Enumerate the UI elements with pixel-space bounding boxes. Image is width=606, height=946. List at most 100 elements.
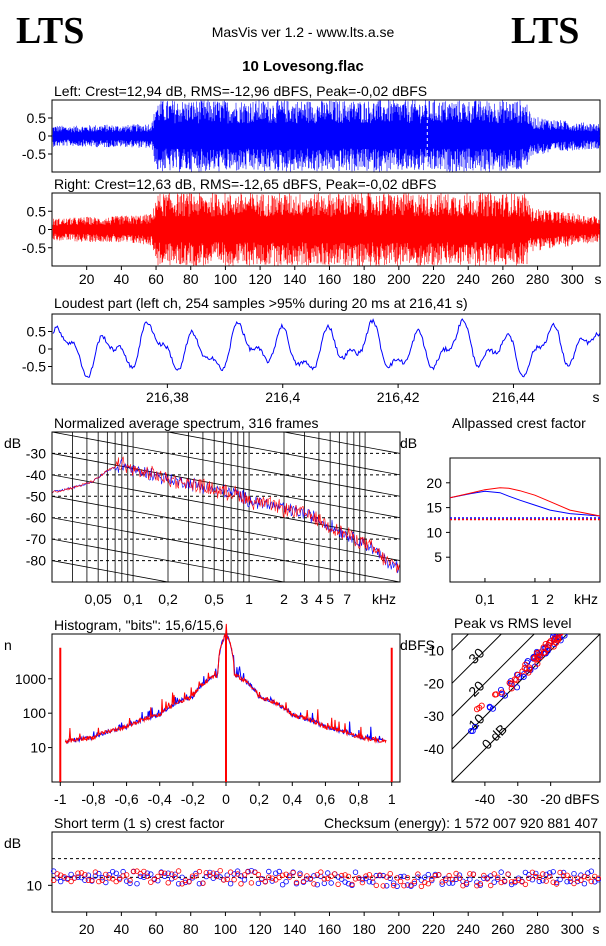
peak-rms-point-right [546, 639, 553, 646]
short-term-point-right [51, 877, 57, 883]
short-term-point-right [498, 879, 504, 886]
short-term-point-right [505, 871, 511, 877]
short-term-point-right [411, 878, 418, 885]
waveform-right-ytick-label: 0.5 [27, 203, 47, 219]
short-term-point-left [557, 876, 563, 883]
short-term-point-right [144, 873, 151, 879]
short-term-point-right [543, 878, 549, 884]
short-term-point-left [533, 870, 539, 877]
short-term-point-right [564, 872, 570, 878]
short-term-point-right [588, 878, 594, 885]
loudest-part-frame [51, 313, 601, 385]
short-term-point-right [394, 875, 400, 881]
short-term-point-right [186, 879, 192, 885]
loudest-part-xunit: s [593, 389, 600, 405]
crest-factor-ytick-label: 15 [426, 500, 442, 516]
spectrum-ytick-label: -80 [26, 553, 46, 569]
short-term-point-left [345, 881, 352, 887]
short-term-point-left [463, 881, 470, 888]
short-term-point-right [581, 873, 588, 880]
short-term-point-right [512, 878, 518, 884]
short-term-point-left [443, 875, 449, 882]
short-term-xtick-label: 200 [387, 921, 411, 937]
short-term-point-left [68, 871, 74, 878]
short-term-point-right [429, 876, 435, 882]
waveform-left-title: Left: Crest=12,94 dB, RMS=-12,96 dBFS, P… [54, 83, 427, 99]
histogram-xtick-label: 0,4 [283, 791, 303, 807]
short-term-point-left [286, 872, 293, 879]
spectrum-xtick-label: 0,1 [123, 591, 143, 607]
short-term-point-left [82, 877, 88, 883]
spectrum-ylabel: dB [4, 435, 21, 451]
short-term-point-right [279, 872, 286, 878]
short-term-point-left [352, 869, 359, 875]
peak-rms-point-left [471, 723, 479, 730]
short-term-point-left [578, 872, 584, 878]
short-term-point-right [446, 872, 452, 879]
crest-factor-panel: Allpassed crest factor dB 20 15 10 5 0,1 1 2 kHz [400, 415, 601, 607]
short-term-point-left [106, 872, 112, 878]
histogram-right-line [64, 623, 387, 745]
histogram-title: Histogram, "bits": 15,6/15,6 [54, 617, 224, 633]
crest-factor-ytick-label: 10 [426, 524, 442, 540]
short-term-point-right [460, 883, 466, 889]
short-term-point-right [488, 882, 494, 889]
crest-factor-xtick-label: 1 [531, 591, 539, 607]
short-term-point-right [113, 878, 119, 885]
loudest-part-title: Loudest part (left ch, 254 samples >95% … [54, 295, 468, 311]
spectrum-xtick-label: 1 [245, 591, 253, 607]
spectrum-xtick-label: 7 [343, 591, 351, 607]
histogram-xtick-label: 0,8 [349, 791, 369, 807]
short-term-point-right [297, 872, 303, 878]
short-term-point-right [158, 870, 164, 876]
short-term-point-right [238, 881, 244, 887]
short-term-point-left [380, 872, 386, 879]
short-term-point-right [477, 881, 483, 887]
waveform-right-xtick-label: 200 [387, 271, 411, 287]
peak-rms-diagonal [452, 634, 568, 750]
short-term-point-right [71, 875, 78, 881]
short-term-point-right [210, 870, 216, 876]
short-term-point-right [234, 871, 241, 877]
waveform-right-xtick-label: 140 [283, 271, 307, 287]
waveform-right-xtick-label: 280 [526, 271, 550, 287]
short-term-point-right [168, 871, 175, 877]
loudest-part-ytick-label: -0.5 [22, 359, 46, 375]
short-term-xtick-label: 160 [318, 921, 342, 937]
short-term-point-right [293, 879, 300, 886]
short-term-point-left [325, 870, 331, 876]
peak-rms-point-right [544, 646, 551, 653]
short-term-point-right [127, 877, 133, 884]
short-term-point-right [318, 869, 324, 875]
spectrum-xunit: kHz [372, 591, 396, 607]
spectrum-diagonal [52, 538, 287, 582]
histogram-xtick-label: 0,2 [249, 791, 269, 807]
short-term-point-left [58, 878, 64, 885]
waveform-left-ytick-label: -0.5 [22, 146, 46, 162]
crest-factor-frame [449, 457, 601, 583]
short-term-point-left [384, 883, 390, 889]
peak-rms-point-right [526, 666, 533, 673]
peak-rms-xlabel: dBFS [564, 791, 599, 807]
spectrum-xtick-label: 0,5 [204, 591, 224, 607]
short-term-point-left [99, 874, 105, 881]
waveform-right-xtick-label: 300 [561, 271, 585, 287]
short-term-point-right [172, 874, 178, 880]
short-term-point-right [380, 883, 386, 889]
short-term-xtick-label: 20 [79, 921, 95, 937]
short-term-point-right [553, 881, 560, 887]
short-term-point-left [297, 870, 303, 876]
short-term-point-right [213, 873, 220, 880]
short-term-point-right [182, 877, 189, 884]
short-term-point-left [224, 872, 230, 878]
short-term-point-left [429, 877, 435, 884]
waveform-right-panel: Right: Crest=12,63 dB, RMS=-12,65 dBFS, … [22, 176, 602, 287]
spectrum-xtick-label: 4 [315, 591, 323, 607]
short-term-point-right [578, 877, 584, 883]
short-term-point-right [363, 873, 369, 879]
short-term-point-right [203, 870, 209, 876]
short-term-xtick-label: 40 [114, 921, 130, 937]
short-term-point-left [467, 876, 473, 883]
short-term-point-right [179, 881, 185, 887]
